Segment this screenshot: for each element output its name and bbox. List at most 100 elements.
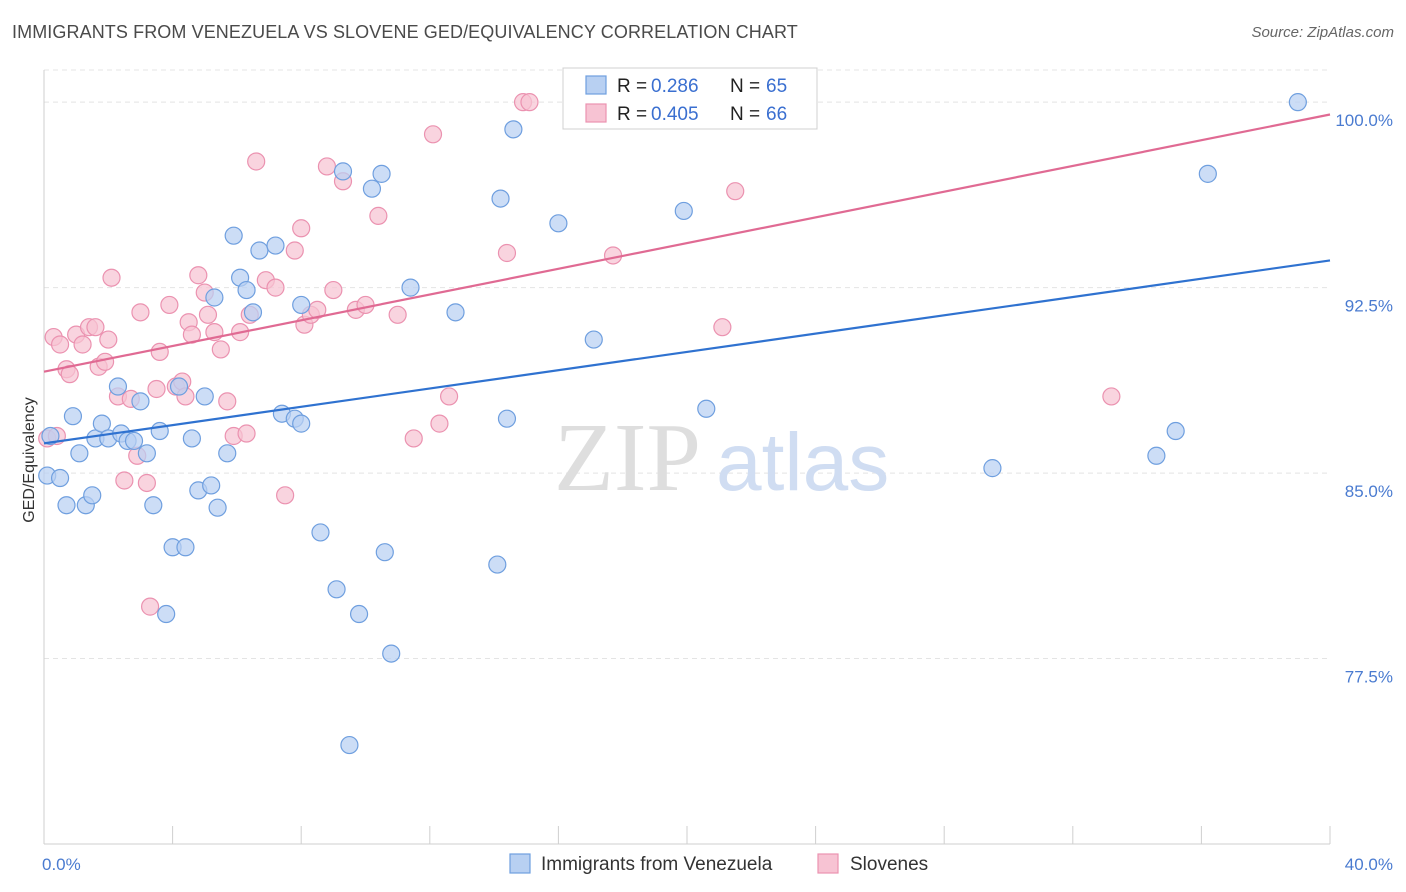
blue-point-30: [224, 226, 243, 245]
blue-point-25: [195, 387, 214, 406]
blue-point-47: [375, 543, 394, 562]
pink-point-58: [497, 243, 517, 263]
pink-point-38: [247, 152, 266, 171]
y-tick-label-0: 77.5%: [1345, 668, 1393, 687]
blue-point-62: [1166, 421, 1185, 441]
y-axis-label: GED/Equivalency: [21, 397, 38, 522]
blue-point-45: [362, 179, 382, 198]
blue-point-53: [497, 409, 517, 428]
pink-point-2: [50, 335, 70, 354]
pink-point-18: [137, 473, 156, 493]
x-tick-label-1: 40.0%: [1345, 855, 1393, 874]
blue-point-35: [266, 236, 285, 255]
pink-point-55: [423, 125, 443, 144]
blue-point-21: [169, 377, 189, 396]
blue-point-58: [697, 399, 716, 418]
blue-point-57: [674, 201, 693, 221]
blue-point-17: [144, 496, 163, 515]
watermark-atlas: atlas: [716, 417, 889, 508]
legend-swatch-blue: [585, 75, 607, 95]
blue-point-38: [292, 414, 311, 433]
blue-point-4: [63, 407, 83, 426]
pink-point-32: [211, 340, 230, 359]
legend-r-label-1: R =: [617, 76, 647, 97]
blue-point-44: [349, 604, 369, 624]
blue-point-41: [327, 580, 346, 599]
blue-point-3: [57, 496, 76, 515]
blue-point-50: [446, 303, 465, 322]
blue-point-49: [401, 278, 420, 297]
blue-point-11: [108, 377, 128, 396]
pink-point-20: [147, 379, 166, 399]
pink-point-52: [369, 206, 388, 225]
blue-point-54: [504, 120, 523, 139]
chart-source: Source: ZipAtlas.com: [1251, 24, 1394, 41]
pink-point-48: [324, 280, 343, 300]
slovenes-points: [38, 93, 1121, 616]
pink-point-41: [276, 486, 295, 505]
blue-trend-line: [43, 259, 1331, 445]
blue-point-27: [205, 288, 224, 307]
blue-point-14: [124, 431, 144, 451]
blue-point-43: [340, 735, 359, 755]
pink-point-40: [266, 278, 285, 297]
blue-point-33: [243, 303, 263, 322]
legend-r-label-2: R =: [617, 104, 647, 125]
pink-point-10: [95, 352, 115, 371]
pink-point-51: [356, 295, 375, 315]
pink-point-42: [285, 241, 304, 260]
blue-point-46: [372, 164, 391, 183]
blue-point-15: [131, 392, 150, 411]
blue-point-32: [237, 280, 256, 300]
legend-r-value-2: 0.405: [651, 104, 699, 125]
blue-point-26: [202, 476, 221, 495]
blue-point-42: [333, 162, 353, 181]
series-swatch-slovenes: [817, 853, 839, 874]
pink-point-6: [73, 335, 92, 354]
blue-point-5: [70, 444, 89, 463]
blue-point-34: [250, 241, 269, 260]
blue-point-1: [41, 426, 60, 446]
pink-point-53: [388, 305, 407, 324]
blue-point-48: [382, 644, 401, 663]
blue-point-2: [50, 468, 70, 488]
blue-point-61: [1147, 446, 1166, 465]
pink-point-64: [1102, 387, 1121, 406]
axes: [43, 70, 1331, 845]
legend-n-label-2: N =: [730, 104, 760, 125]
pink-point-8: [86, 318, 105, 337]
series-label-slovenes: Slovenes: [850, 854, 928, 875]
pink-point-63: [726, 182, 745, 201]
chart-title: IMMIGRANTS FROM VENEZUELA VS SLOVENE GED…: [12, 22, 798, 42]
pink-point-36: [237, 424, 256, 443]
pink-point-54: [404, 429, 423, 448]
legend-n-value-2: 66: [766, 104, 787, 125]
blue-point-52: [491, 189, 510, 208]
blue-point-22: [176, 538, 195, 557]
pink-point-22: [160, 295, 179, 315]
correlation-legend: R = 0.286 N = 65 R = 0.405 N = 66: [562, 67, 818, 130]
pink-trend-line: [43, 113, 1331, 373]
blue-point-56: [584, 330, 603, 349]
pink-point-61: [603, 246, 623, 265]
watermark: ZIP atlas: [554, 404, 889, 512]
pink-point-56: [430, 414, 449, 433]
gridlines: [44, 69, 1330, 660]
tick-labels: 77.5% 85.0% 92.5% 100.0% 0.0% 40.0%: [42, 111, 1393, 874]
legend-n-label-1: N =: [730, 76, 760, 97]
blue-point-39: [292, 295, 311, 315]
pink-point-60: [520, 93, 539, 112]
pink-point-47: [317, 157, 337, 176]
series-legend: Immigrants from Venezuela Slovenes: [509, 853, 928, 875]
blue-point-60: [983, 459, 1002, 478]
blue-point-7: [83, 486, 102, 505]
blue-point-23: [182, 429, 201, 448]
blue-point-40: [311, 523, 330, 542]
x-tick-label-0: 0.0%: [42, 855, 81, 874]
series-label-venezuela: Immigrants from Venezuela: [541, 854, 773, 875]
blue-point-55: [549, 214, 568, 233]
legend-swatch-pink: [585, 103, 607, 123]
venezuela-points: [38, 93, 1307, 755]
trend-lines: [43, 113, 1331, 445]
